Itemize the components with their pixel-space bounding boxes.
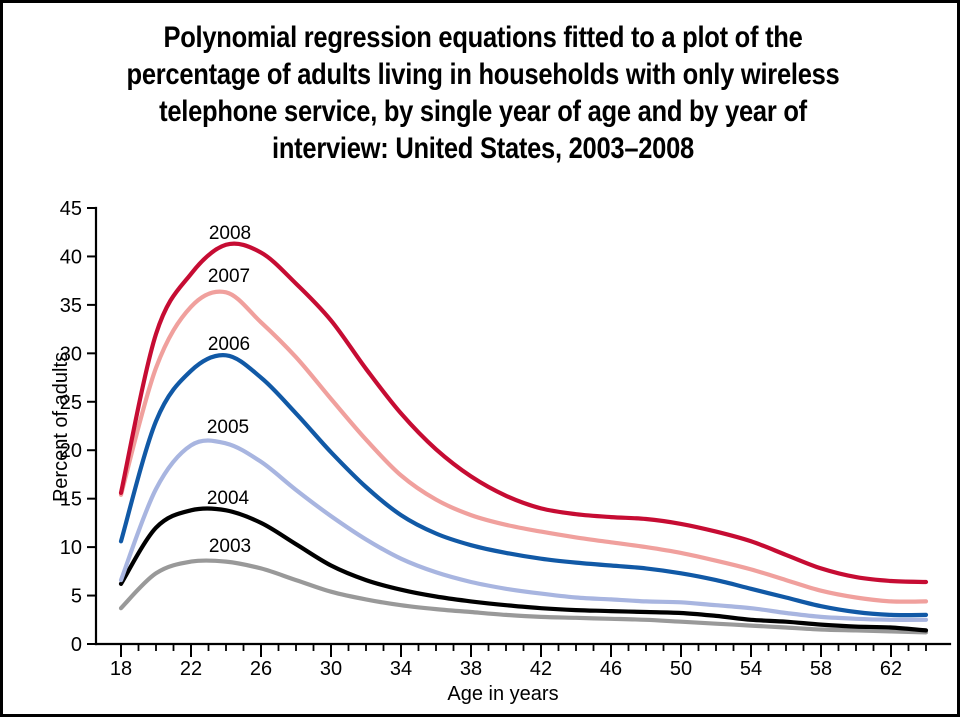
series-labels-group: 2008 2007 2006 2005 2004 2003: [207, 223, 251, 557]
y-tick-label: 15: [60, 489, 82, 511]
x-tick-label: 50: [670, 658, 692, 680]
x-tick-label: 26: [250, 658, 272, 680]
y-tick-label: 35: [60, 295, 82, 317]
chart-canvas: 0 5 10 15 20 25 30 35 40 45 18 22 26 30 34 38 42 46 50 54 58…: [50, 198, 952, 705]
x-tick-label: 34: [390, 658, 412, 680]
y-tick-label: 25: [60, 392, 82, 414]
series-label-2007: 2007: [208, 266, 250, 287]
x-tick-label: 54: [740, 658, 762, 680]
x-tick-label: 42: [530, 658, 552, 680]
y-tick-label: 20: [60, 440, 82, 462]
series-curve-2006: [118, 353, 929, 618]
series-label-2006: 2006: [208, 334, 250, 355]
series-curve-2004: [118, 506, 929, 633]
series-label-2008: 2008: [209, 223, 251, 244]
series-label-2005: 2005: [207, 417, 249, 438]
series-curve-2007: [118, 289, 929, 604]
y-tick-label: 40: [60, 246, 82, 268]
y-axis-label: Percent of adults: [50, 352, 72, 502]
title-line-2: percentage of adults living in household…: [126, 58, 840, 91]
x-axis-label: Age in years: [447, 683, 558, 705]
title-line-4: interview: United States, 2003–2008: [272, 132, 694, 165]
x-tick-label: 62: [880, 658, 902, 680]
x-tick-label: 38: [460, 658, 482, 680]
x-tick-label: 58: [810, 658, 832, 680]
series-curve-2005: [118, 438, 929, 622]
x-tick-label: 30: [320, 658, 342, 680]
axes-group: 0 5 10 15 20 25 30 35 40 45 18 22 26 30 34 38 42 46 50 54 58…: [60, 198, 952, 680]
y-tick-label: 30: [60, 343, 82, 365]
x-tick-label: 18: [110, 658, 132, 680]
y-tick-label: 5: [71, 586, 82, 608]
series-label-2003: 2003: [209, 536, 251, 557]
chart-title: Polynomial regression equations fitted t…: [75, 19, 891, 167]
series-curve-2008: [118, 241, 929, 585]
x-tick-label: 22: [180, 658, 202, 680]
y-tick-label: 45: [60, 198, 82, 220]
series-curve-2003: [118, 558, 929, 635]
series-label-2004: 2004: [207, 488, 250, 509]
title-line-3: telephone service, by single year of age…: [159, 95, 807, 128]
x-tick-label: 46: [600, 658, 622, 680]
title-line-1: Polynomial regression equations fitted t…: [163, 21, 803, 54]
y-tick-label: 10: [60, 537, 82, 559]
curves-group: [118, 241, 929, 635]
y-tick-label: 0: [71, 634, 82, 656]
